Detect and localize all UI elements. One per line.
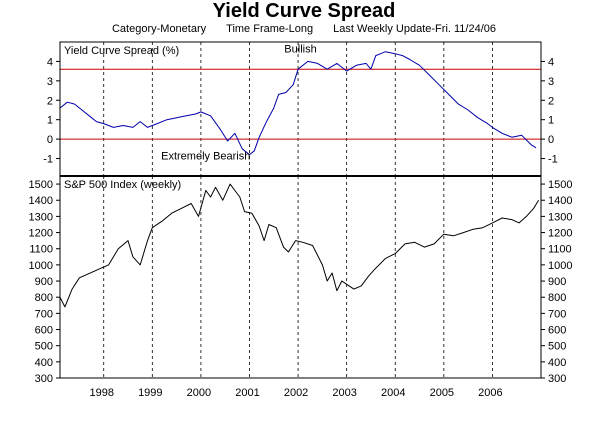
annotation-bullish: Bullish [284,44,316,56]
last-update-label: Last Weekly Update-Fri. 11/24/06 [333,23,496,35]
sp500-ytick-label-left: 1400 [29,195,53,207]
sp500-plot-frame [59,175,542,379]
sp500-ytick-label-right: 1300 [548,211,572,223]
yield-panel-title: Yield Curve Spread (%) [64,45,179,57]
annotation-extremely-bearish: Extremely Bearish [161,150,250,162]
yield-curve-panel: -1 -1 0 0 1 1 2 2 3 3 4 4 Yield Curve Spread (%) Bull… [43,41,558,177]
sp500-ytick-label-right: 400 [548,357,566,369]
yield-ytick-label-left: 1 [47,115,53,127]
sp500-ytick-label-left: 800 [35,292,53,304]
sp500-ytick-label-right: 800 [548,292,566,304]
xtick-label-2000: 2000 [187,387,211,399]
chart-title: Yield Curve Spread [212,0,396,22]
xtick-label-2003: 2003 [332,387,356,399]
sp500-ytick-label-right: 1500 [548,179,572,191]
yield-ytick-label-right: -1 [548,154,558,166]
yield-ytick-label-right: 0 [548,134,554,146]
yield-ytick-label-right: 1 [548,115,554,127]
sp500-ytick-label-left: 1500 [29,179,53,191]
sp500-ytick-label-right: 300 [548,373,566,385]
xtick-label-2005: 2005 [430,387,454,399]
xtick-label-2004: 2004 [381,387,405,399]
sp500-ytick-label-left: 300 [35,373,53,385]
yield-ytick-label-left: 2 [47,95,53,107]
xtick-label-1998: 1998 [89,387,113,399]
sp500-ytick-label-left: 900 [35,276,53,288]
sp500-ytick-label-left: 1000 [29,260,53,272]
xtick-label-2006: 2006 [478,387,502,399]
yield-ytick-label-right: 2 [548,95,554,107]
sp500-ytick-label-right: 1400 [548,195,572,207]
sp500-ytick-label-right: 1200 [548,228,572,240]
yield-ytick-label-left: -1 [43,154,53,166]
sp500-ytick-label-right: 700 [548,308,566,320]
category-label: Category-Monetary [111,23,207,35]
sp500-ytick-label-right: 500 [548,341,566,353]
sp500-ytick-label-left: 1100 [29,244,53,256]
xtick-label-1999: 1999 [138,387,162,399]
sp500-ytick-label-right: 1000 [548,260,572,272]
yield-series-line [59,51,537,156]
yield-ytick-label-left: 0 [47,134,53,146]
sp500-panel: 300 300 400 400 500 500 600 600 700 700 800 800 900 9… [29,175,572,385]
sp500-ytick-label-left: 700 [35,308,53,320]
sp500-ytick-label-left: 1300 [29,211,53,223]
sp500-ytick-label-left: 400 [35,357,53,369]
timeframe-label: Time Frame-Long [226,23,314,35]
yield-ytick-label-right: 4 [548,56,554,68]
yield-ytick-label-right: 3 [548,76,554,88]
sp500-ytick-label-right: 1100 [548,244,572,256]
sp500-series-line [59,183,540,308]
yield-ytick-label-left: 4 [47,56,53,68]
sp500-ytick-label-left: 600 [35,325,53,337]
sp500-ytick-label-left: 1200 [29,228,53,240]
yield-ytick-label-left: 3 [47,76,53,88]
chart-subtitle: Category-Monetary Time Frame-Long Last Wee… [0,23,608,36]
sp500-ytick-label-left: 500 [35,341,53,353]
sp500-ytick-label-right: 900 [548,276,566,288]
sp500-ytick-label-right: 600 [548,325,566,337]
xtick-label-2001: 2001 [235,387,259,399]
yield-plot-frame [59,41,542,177]
x-axis: 1998 1999 2000 2001 2002 2003 2004 2005 2006 [60,175,541,399]
xtick-label-2002: 2002 [284,387,308,399]
sp500-panel-title: S&P 500 Index (weekly) [64,179,181,191]
